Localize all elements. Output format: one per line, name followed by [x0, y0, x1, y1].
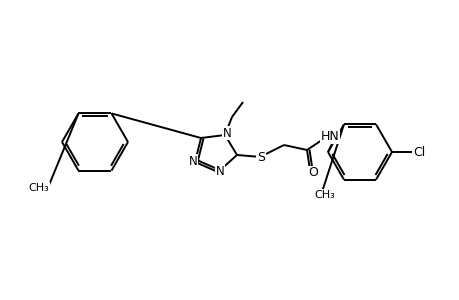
Text: N: N: [215, 164, 224, 178]
Text: N: N: [222, 127, 231, 140]
Text: CH₃: CH₃: [314, 190, 335, 200]
Text: N: N: [188, 154, 197, 167]
Text: S: S: [257, 151, 264, 164]
Text: CH₃: CH₃: [28, 183, 49, 193]
Text: Cl: Cl: [412, 146, 424, 158]
Text: HN: HN: [320, 130, 339, 142]
Text: O: O: [308, 167, 317, 179]
